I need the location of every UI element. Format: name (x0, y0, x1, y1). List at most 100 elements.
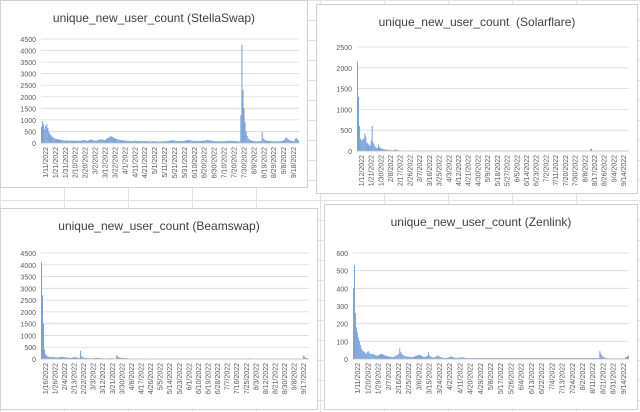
x-tick-label: 5/26/2022 (508, 363, 515, 394)
bar (59, 357, 61, 359)
bar (509, 358, 511, 359)
bar (121, 357, 123, 359)
bar (109, 136, 111, 143)
bar (535, 358, 537, 359)
x-tick-label: 3/21/2022 (110, 363, 117, 394)
bar (76, 140, 78, 143)
bar (97, 357, 99, 359)
bar (407, 356, 409, 359)
bar (226, 140, 228, 143)
bar (501, 358, 503, 359)
bar (385, 149, 387, 151)
bar (581, 358, 583, 359)
bar (365, 353, 367, 359)
bar (122, 140, 123, 143)
x-tick-label: 2/22/2022 (81, 363, 88, 394)
bar (172, 140, 174, 143)
bar (275, 141, 277, 143)
bar (49, 134, 51, 143)
bar (50, 135, 52, 143)
bar (116, 139, 118, 143)
bar (279, 141, 281, 143)
x-tick-label: 3/16/2022 (427, 155, 434, 186)
x-tick-label: 1/21/2022 (53, 147, 60, 178)
bar (593, 358, 595, 359)
bar (179, 141, 181, 143)
bar (561, 358, 563, 359)
bar (562, 358, 564, 359)
bar (382, 354, 384, 359)
bar (67, 357, 69, 359)
bar (579, 358, 581, 359)
bar (252, 140, 254, 143)
bar (394, 356, 396, 359)
bar (77, 357, 79, 359)
bar (260, 141, 262, 143)
bar (60, 139, 62, 143)
x-tick-label: 6/13/2022 (529, 363, 536, 394)
bar (79, 358, 81, 359)
bar (163, 141, 165, 143)
bar (370, 140, 372, 151)
bar (444, 358, 446, 359)
bar (443, 357, 445, 359)
bar (58, 357, 60, 359)
bar (448, 357, 450, 359)
bar (114, 138, 116, 143)
bar (442, 357, 444, 359)
x-tick-label: 8/2/2022 (580, 363, 587, 390)
bar (197, 141, 199, 143)
bar (230, 140, 232, 143)
bar (293, 141, 295, 143)
bar (600, 353, 602, 359)
bar (280, 140, 282, 143)
bar (57, 357, 59, 359)
bar (87, 358, 89, 359)
bar (412, 357, 414, 359)
bar (528, 358, 530, 359)
x-tick-label: 7/11/2022 (553, 155, 560, 186)
x-tick-label: 5/27/2022 (505, 155, 512, 186)
x-tick-label: 5/11/2022 (162, 147, 169, 178)
x-tick-label: 3/7/2022 (417, 155, 424, 182)
bar (123, 358, 125, 359)
bar (395, 355, 397, 359)
bar (538, 358, 540, 359)
bar (481, 358, 483, 359)
bar (627, 356, 628, 359)
bar (303, 356, 305, 359)
x-tick-label: 8/11/2022 (590, 363, 597, 394)
y-tick-label: 0 (32, 357, 36, 364)
bar (41, 126, 42, 143)
bar (599, 351, 601, 359)
bar (287, 138, 289, 143)
bar (132, 140, 134, 143)
x-tick-label: 7/30/2022 (573, 155, 580, 186)
x-tick-label: 1/29/2022 (376, 363, 383, 394)
chart-plot: 0 500 1000 1500 2000 2500 1/12/2022 1/21/2022 1/… (336, 45, 629, 186)
bar (267, 140, 268, 143)
bar (498, 358, 500, 359)
bar (46, 124, 48, 143)
y-tick-label: 2000 (20, 310, 36, 317)
bar (374, 146, 376, 151)
bar (99, 358, 101, 359)
bar (421, 355, 422, 359)
bar (373, 144, 375, 151)
bar (48, 356, 50, 359)
bar (154, 141, 155, 143)
bar (83, 357, 85, 359)
x-tick-label: 3/30/2022 (119, 363, 126, 394)
bar (69, 357, 71, 359)
bar (162, 141, 164, 143)
bar (514, 358, 516, 359)
bar (447, 357, 449, 359)
bar (196, 141, 198, 143)
bar (256, 141, 258, 143)
bar (484, 358, 485, 359)
bar (468, 358, 470, 359)
bar (284, 139, 286, 143)
x-tick-label: 4/2/2022 (447, 363, 454, 390)
bar (512, 358, 514, 359)
bar (374, 355, 376, 359)
